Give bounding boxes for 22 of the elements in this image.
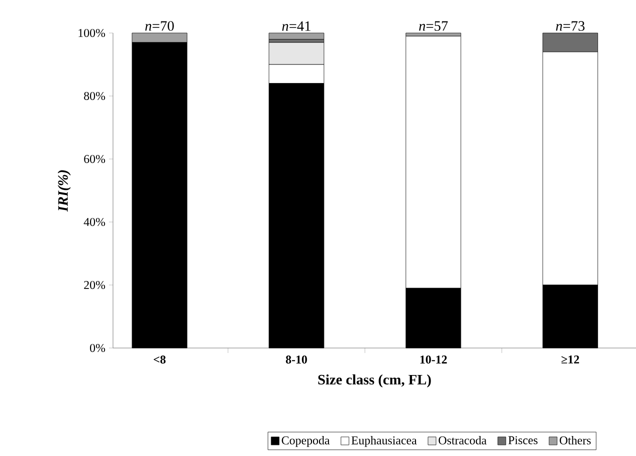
x-axis-title: Size class (cm, FL) xyxy=(318,374,431,388)
bar xyxy=(268,32,324,40)
legend-label: Copepoda xyxy=(282,436,330,447)
y-tick-label: 0% xyxy=(90,344,106,352)
annotation: n=57 xyxy=(419,21,448,31)
x-tick-label: ≥12 xyxy=(562,356,580,364)
y-axis-title: IRI(%) xyxy=(58,170,71,212)
y-tick-label: 80% xyxy=(84,92,106,100)
y-tick-label: 20% xyxy=(84,280,106,290)
annotation: n=41 xyxy=(282,21,310,31)
y-tick-label: 40% xyxy=(84,218,106,226)
y-tick-label: 60% xyxy=(84,154,106,164)
annotation: n=70 xyxy=(145,21,174,31)
legend-label: Ostracoda xyxy=(438,436,487,444)
x-tick-label: 10-12 xyxy=(420,356,447,364)
legend-label: Euphausiacea xyxy=(351,436,417,447)
x-tick-label: <8 xyxy=(154,356,166,364)
annotation: n=73 xyxy=(556,21,585,31)
x-tick-label: 8-10 xyxy=(286,356,307,364)
y-tick-label: 100% xyxy=(78,28,106,38)
legend-label: Pisces xyxy=(508,436,538,444)
legend-label: Others xyxy=(560,436,591,444)
